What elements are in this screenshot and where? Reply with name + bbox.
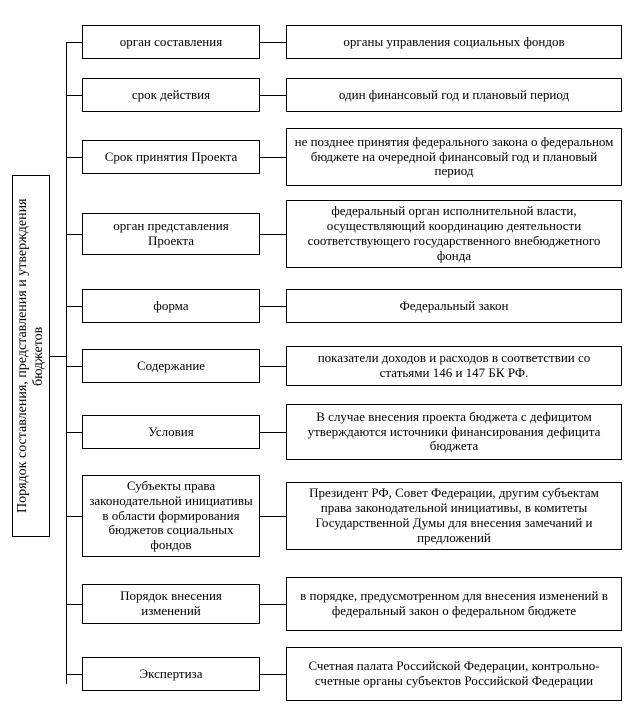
value-label: В случае внесения проекта бюджета с дефи… (293, 410, 615, 455)
category-node: орган представления Проекта (82, 213, 260, 255)
value-node: не позднее принятия федерального закона … (286, 128, 622, 186)
mid-connector (260, 604, 286, 605)
value-node: показатели доходов и расходов в соответс… (286, 346, 622, 386)
value-label: федеральный орган исполнительной власти,… (293, 204, 615, 264)
branch-line (66, 234, 82, 235)
mid-connector (260, 157, 286, 158)
trunk-line (66, 42, 67, 684)
category-node: Условия (82, 415, 260, 449)
branch-line (66, 516, 82, 517)
mid-connector (260, 306, 286, 307)
category-node: Экспертиза (82, 657, 260, 691)
mid-connector (260, 366, 286, 367)
mid-connector (260, 234, 286, 235)
branch-line (66, 674, 82, 675)
branch-line (66, 604, 82, 605)
category-label: Условия (148, 425, 193, 440)
value-node: Федеральный закон (286, 289, 622, 323)
value-node: Счетная палата Российской Федерации, кон… (286, 647, 622, 701)
value-node: федеральный орган исполнительной власти,… (286, 200, 622, 268)
value-label: один финансовый год и плановый период (339, 88, 569, 103)
value-label: не позднее принятия федерального закона … (293, 135, 615, 180)
value-label: Федеральный закон (400, 299, 509, 314)
value-label: в порядке, предусмотренном для внесения … (293, 589, 615, 619)
value-node: Президент РФ, Совет Федерации, другим су… (286, 482, 622, 550)
category-node: срок действия (82, 78, 260, 112)
branch-line (66, 157, 82, 158)
root-label: Порядок составления, представления и утв… (13, 176, 49, 536)
root-node: Порядок составления, представления и утв… (12, 175, 50, 537)
category-label: Экспертиза (140, 667, 203, 682)
category-label: форма (153, 299, 188, 314)
branch-line (66, 95, 82, 96)
category-node: Содержание (82, 349, 260, 383)
value-label: Счетная палата Российской Федерации, кон… (293, 659, 615, 689)
branch-line (66, 306, 82, 307)
category-label: Содержание (137, 359, 205, 374)
value-node: в порядке, предусмотренном для внесения … (286, 577, 622, 631)
branch-line (66, 42, 82, 43)
value-node: органы управления социальных фондов (286, 25, 622, 59)
mid-connector (260, 674, 286, 675)
category-node: орган составления (82, 25, 260, 59)
diagram-container: Порядок составления, представления и утв… (0, 0, 634, 722)
mid-connector (260, 432, 286, 433)
mid-connector (260, 516, 286, 517)
value-node: В случае внесения проекта бюджета с дефи… (286, 404, 622, 460)
value-label: органы управления социальных фондов (343, 35, 564, 50)
mid-connector (260, 95, 286, 96)
category-label: орган составления (120, 35, 222, 50)
category-node: Порядок внесения изменений (82, 584, 260, 624)
branch-line (66, 432, 82, 433)
category-label: Субъекты права законодательной инициатив… (89, 479, 253, 554)
category-node: Субъекты права законодательной инициатив… (82, 475, 260, 557)
mid-connector (260, 42, 286, 43)
value-node: один финансовый год и плановый период (286, 78, 622, 112)
branch-line (66, 366, 82, 367)
value-label: Президент РФ, Совет Федерации, другим су… (293, 486, 615, 546)
category-node: форма (82, 289, 260, 323)
category-label: Срок принятия Проекта (105, 150, 238, 165)
category-label: орган представления Проекта (89, 219, 253, 249)
value-label: показатели доходов и расходов в соответс… (293, 351, 615, 381)
category-node: Срок принятия Проекта (82, 140, 260, 174)
root-connector (50, 356, 66, 357)
category-label: срок действия (132, 88, 210, 103)
category-label: Порядок внесения изменений (89, 589, 253, 619)
